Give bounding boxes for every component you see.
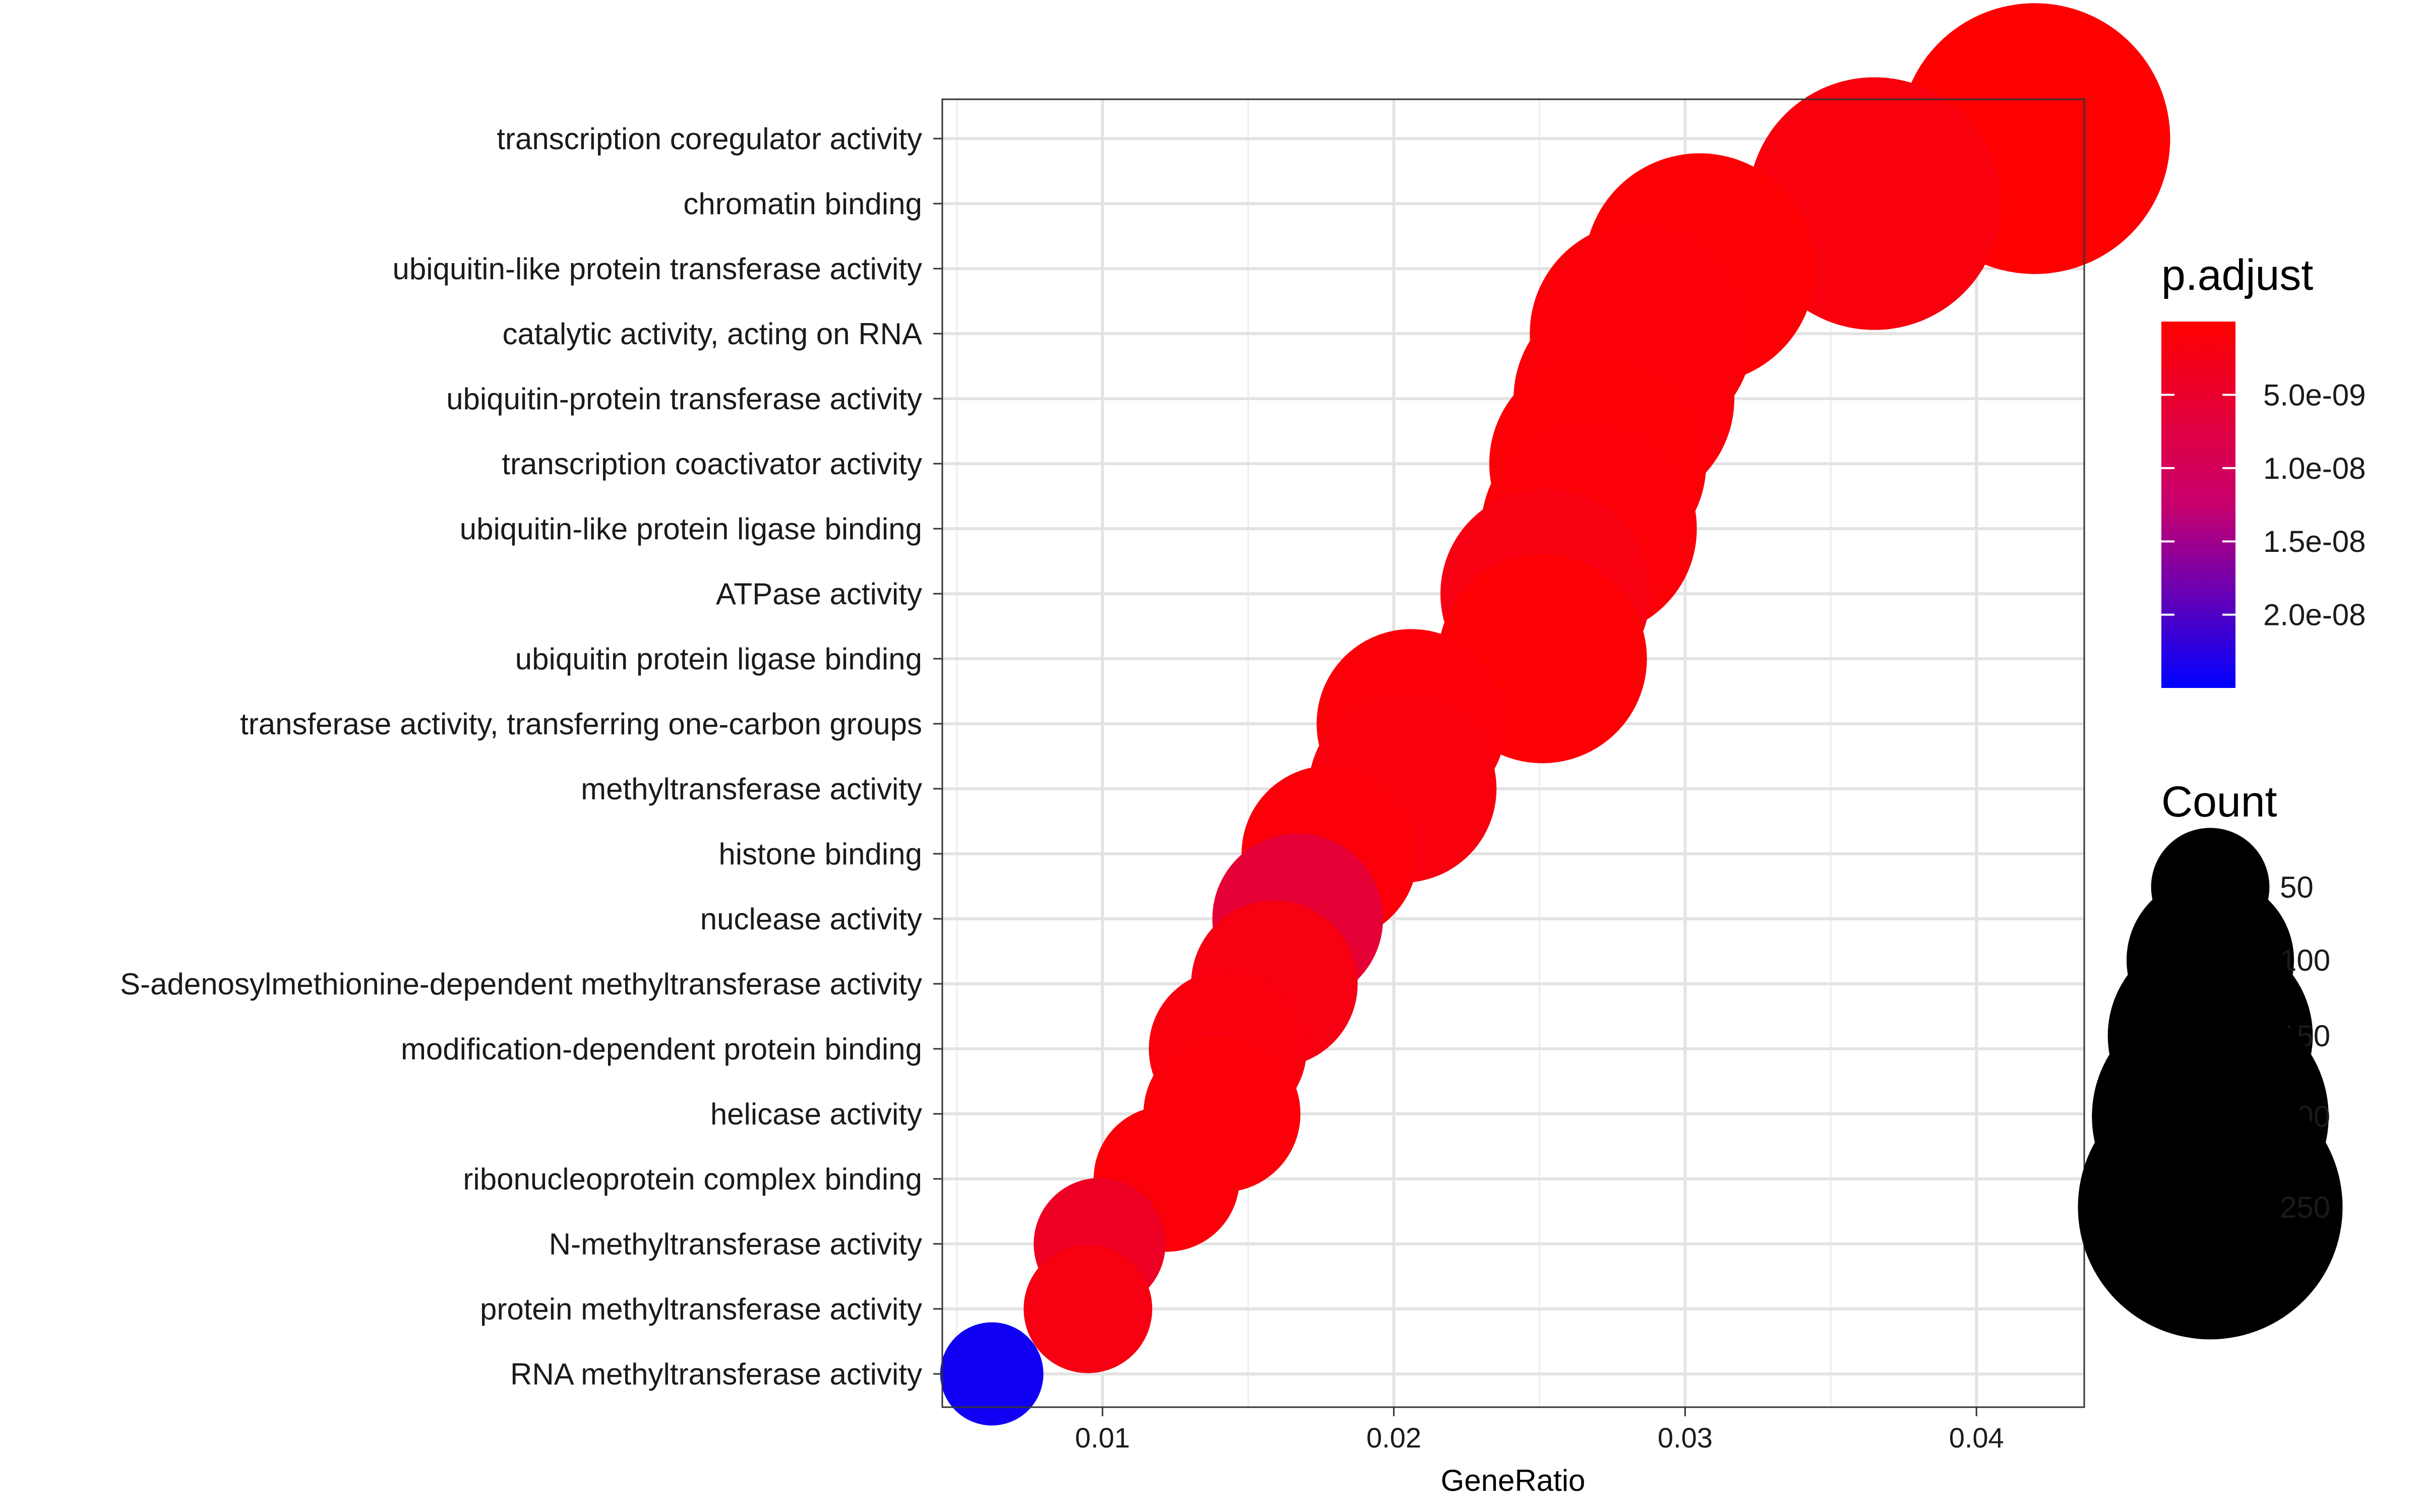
- data-point: [940, 1322, 1044, 1426]
- y-tick-label: S-adenosylmethionine-dependent methyltra…: [120, 967, 922, 1001]
- x-axis-title: GeneRatio: [1441, 1464, 1586, 1497]
- y-tick-label: N-methyltransferase activity: [549, 1227, 922, 1261]
- color-legend-title: p.adjust: [2161, 251, 2313, 299]
- y-tick-label: RNA methyltransferase activity: [510, 1357, 922, 1391]
- y-tick-label: transcription coregulator activity: [497, 122, 922, 156]
- size-legend-label: 250: [2280, 1190, 2330, 1224]
- size-legend-keys: 50100150200250: [2078, 828, 2343, 1340]
- data-points: [940, 3, 2170, 1426]
- x-tick-label: 0.01: [1075, 1422, 1130, 1454]
- x-axis: 0.01 0.02 0.03 0.04: [1075, 1407, 2004, 1454]
- x-tick-label: 0.02: [1366, 1422, 1421, 1454]
- color-bar-tick-label: 1.5e-08: [2263, 525, 2366, 558]
- color-bar-tick-label: 2.0e-08: [2263, 598, 2366, 632]
- color-legend: p.adjust 5.0e-09 1.0e-08 1.5e-08 2.0e-08: [2161, 251, 2366, 688]
- data-point: [1023, 1244, 1153, 1373]
- y-tick-label: histone binding: [718, 837, 922, 871]
- y-tick-label: ubiquitin-protein transferase activity: [446, 382, 922, 416]
- y-tick-label: ATPase activity: [716, 577, 922, 611]
- y-tick-label: helicase activity: [710, 1097, 922, 1131]
- y-axis: transcription coregulator activity chroma…: [120, 122, 942, 1391]
- color-bar-ticks: 5.0e-09 1.0e-08 1.5e-08 2.0e-08: [2161, 378, 2366, 632]
- panel-border: [941, 98, 2085, 1408]
- x-tick-label: 0.04: [1949, 1422, 2004, 1454]
- x-tick-label: 0.03: [1658, 1422, 1713, 1454]
- color-bar-tick-label: 1.0e-08: [2263, 452, 2366, 485]
- y-tick-label: transferase activity, transferring one-c…: [240, 707, 922, 741]
- size-legend-title: Count: [2161, 778, 2277, 826]
- y-tick-label: transcription coactivator activity: [502, 447, 922, 481]
- y-tick-label: nuclease activity: [700, 902, 922, 936]
- y-tick-label: ubiquitin-like protein ligase binding: [460, 512, 922, 546]
- y-tick-label: modification-dependent protein binding: [401, 1032, 922, 1066]
- size-legend: Count 50100150200250: [2078, 778, 2343, 1340]
- color-bar-tick-label: 5.0e-09: [2263, 378, 2366, 412]
- y-tick-label: protein methyltransferase activity: [480, 1292, 922, 1326]
- y-tick-label: chromatin binding: [683, 187, 922, 221]
- size-legend-label: 50: [2280, 870, 2314, 904]
- y-tick-label: methyltransferase activity: [581, 772, 922, 806]
- y-tick-label: catalytic activity, acting on RNA: [502, 317, 922, 351]
- y-tick-label: ubiquitin protein ligase binding: [515, 642, 922, 676]
- size-legend-dot: [2078, 1075, 2343, 1340]
- y-tick-label: ubiquitin-like protein transferase activ…: [393, 252, 923, 286]
- y-tick-label: ribonucleoprotein complex binding: [463, 1162, 922, 1196]
- color-bar: [2161, 322, 2235, 688]
